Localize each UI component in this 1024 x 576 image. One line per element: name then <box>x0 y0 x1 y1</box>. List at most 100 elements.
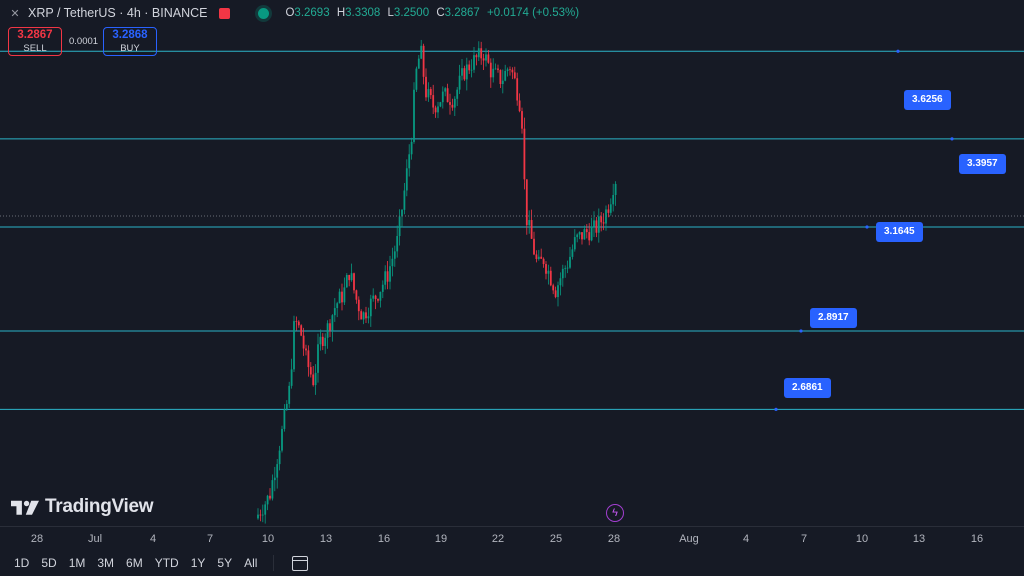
candle-body <box>393 251 396 259</box>
candle-body <box>437 106 439 113</box>
market-open-dot-icon <box>258 7 270 19</box>
candle-body <box>477 48 480 58</box>
candle-body <box>552 285 555 291</box>
range-6m[interactable]: 6M <box>126 556 143 570</box>
x-tick: Aug <box>679 533 699 545</box>
candle-body <box>559 278 562 286</box>
flag-icon[interactable] <box>219 7 231 19</box>
candle-body <box>465 64 468 80</box>
candle-body <box>533 238 535 255</box>
x-tick: 28 <box>30 533 44 545</box>
candle-body <box>288 385 291 404</box>
level-anchor <box>865 225 869 229</box>
xrp-logo-icon: ✕ <box>10 7 20 20</box>
calendar-icon[interactable] <box>292 555 309 571</box>
candle-body <box>331 315 334 331</box>
candle-body <box>441 91 444 103</box>
candle-body <box>257 514 259 519</box>
candle-body <box>535 254 538 259</box>
candle-body <box>348 274 351 281</box>
chart-legend: ✕ XRP / TetherUS · 4h · BINANCE O3.2693 … <box>8 4 583 22</box>
candle-body <box>278 450 281 465</box>
level-anchor <box>799 329 803 333</box>
buy-button[interactable]: 3.2868 BUY <box>103 27 157 56</box>
level-label[interactable]: 3.1645 <box>876 222 923 242</box>
level-label[interactable]: 3.6256 <box>904 90 951 110</box>
candle-body <box>281 428 283 451</box>
candle-body <box>343 287 346 303</box>
candle-body <box>590 226 593 241</box>
range-all[interactable]: All <box>244 556 258 570</box>
level-label[interactable]: 3.3957 <box>959 154 1006 174</box>
candle-body <box>300 325 303 336</box>
x-tick: 7 <box>800 533 808 545</box>
candle-body <box>264 504 267 515</box>
candle-body <box>345 274 348 288</box>
range-3m[interactable]: 3M <box>97 556 115 570</box>
candle-body <box>537 256 540 259</box>
x-tick: 22 <box>491 533 505 545</box>
candle-body <box>266 495 269 505</box>
candle-body <box>511 69 514 73</box>
range-5d[interactable]: 5D <box>41 556 57 570</box>
range-5y[interactable]: 5Y <box>217 556 233 570</box>
candle-body <box>357 299 360 312</box>
candle-body <box>473 55 475 70</box>
candle-body <box>403 190 406 210</box>
level-label[interactable]: 2.6861 <box>784 378 831 398</box>
x-tick: 25 <box>549 533 563 545</box>
range-1m[interactable]: 1M <box>68 556 86 570</box>
candle-body <box>523 128 526 180</box>
candle-body <box>489 62 492 78</box>
level-label[interactable]: 2.8917 <box>810 308 857 328</box>
candle-body <box>350 273 353 281</box>
x-tick: 10 <box>855 533 869 545</box>
x-tick: 16 <box>377 533 391 545</box>
candle-body <box>295 321 298 322</box>
price-chart[interactable] <box>0 0 1024 526</box>
candle-body <box>314 372 317 386</box>
range-ytd[interactable]: YTD <box>154 556 179 570</box>
candle-body <box>528 220 531 226</box>
symbol-title[interactable]: XRP / TetherUS · 4h · BINANCE <box>28 6 208 20</box>
candle-body <box>427 89 430 98</box>
range-1d[interactable]: 1D <box>14 556 30 570</box>
candle-body <box>487 54 490 63</box>
x-tick: 13 <box>319 533 333 545</box>
x-tick: 10 <box>261 533 275 545</box>
candle-body <box>381 284 384 292</box>
candle-body <box>305 348 307 351</box>
tradingview-logo-icon <box>11 500 39 515</box>
candle-body <box>317 344 319 373</box>
ohlc-values: O3.2693 H3.3308 L3.2500 C3.2867 +0.0174 … <box>285 7 580 19</box>
candle-body <box>338 291 341 304</box>
candle-body <box>410 141 413 155</box>
candle-body <box>417 58 420 69</box>
level-anchor <box>774 407 778 411</box>
time-axis[interactable]: 28 Jul 4 7 10 13 16 19 22 25 28 Aug 4 7 … <box>0 526 1024 550</box>
candle-body <box>302 335 305 349</box>
candle-body <box>504 71 507 81</box>
candlestick-series <box>257 39 617 524</box>
candle-body <box>453 98 456 108</box>
x-tick: 28 <box>607 533 621 545</box>
buy-price: 3.2868 <box>112 29 148 41</box>
candle-body <box>259 514 262 516</box>
candle-body <box>573 237 576 250</box>
range-1y[interactable]: 1Y <box>190 556 206 570</box>
lightning-icon[interactable]: ϟ <box>606 504 624 522</box>
candle-body <box>374 295 377 300</box>
level-anchor <box>950 137 954 141</box>
candle-body <box>576 234 579 238</box>
sell-button[interactable]: 3.2867 SELL <box>8 27 62 56</box>
candle-body <box>261 514 264 516</box>
candle-body <box>600 216 603 223</box>
watermark-text: TradingView <box>45 496 154 517</box>
candle-body <box>521 111 523 129</box>
candle-body <box>312 374 315 386</box>
candle-body <box>513 72 516 79</box>
candle-body <box>612 195 615 205</box>
candle-body <box>569 256 571 268</box>
candle-body <box>595 220 598 233</box>
candle-body <box>602 222 605 224</box>
